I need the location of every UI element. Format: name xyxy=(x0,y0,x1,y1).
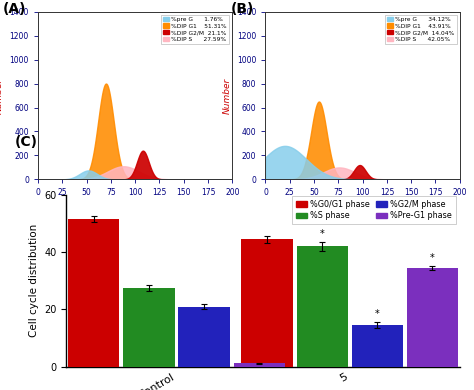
Text: *: * xyxy=(430,253,435,263)
Bar xyxy=(241,239,292,367)
Bar xyxy=(407,268,458,367)
X-axis label: FL2H: FL2H xyxy=(351,203,374,212)
Y-axis label: Cell cycle distribution: Cell cycle distribution xyxy=(29,224,39,337)
Bar xyxy=(234,363,285,367)
Bar xyxy=(352,325,403,367)
Text: *: * xyxy=(375,309,380,319)
Legend: %pre G      1.76%, %DIP G1    51.31%, %DIP G2/M  21.1%, %DIP S      27.59%: %pre G 1.76%, %DIP G1 51.31%, %DIP G2/M … xyxy=(161,14,229,44)
Y-axis label: Number: Number xyxy=(222,78,231,113)
Bar xyxy=(297,246,347,367)
Legend: %pre G      34.12%, %DIP G1    43.91%, %DIP G2/M  14.04%, %DIP S      42.05%: %pre G 34.12%, %DIP G1 43.91%, %DIP G2/M… xyxy=(385,14,457,44)
Text: (C): (C) xyxy=(15,135,38,149)
Bar xyxy=(68,219,119,367)
X-axis label: FL2H: FL2H xyxy=(124,203,146,212)
Text: (B): (B) xyxy=(230,2,254,16)
Y-axis label: Number: Number xyxy=(0,78,4,113)
Text: (A): (A) xyxy=(3,2,27,16)
Bar xyxy=(123,288,174,367)
Legend: %G0/G1 phase, %S phase, %G2/M phase, %Pre-G1 phase: %G0/G1 phase, %S phase, %G2/M phase, %Pr… xyxy=(292,196,456,225)
Bar xyxy=(179,307,229,367)
Text: *: * xyxy=(319,229,325,239)
